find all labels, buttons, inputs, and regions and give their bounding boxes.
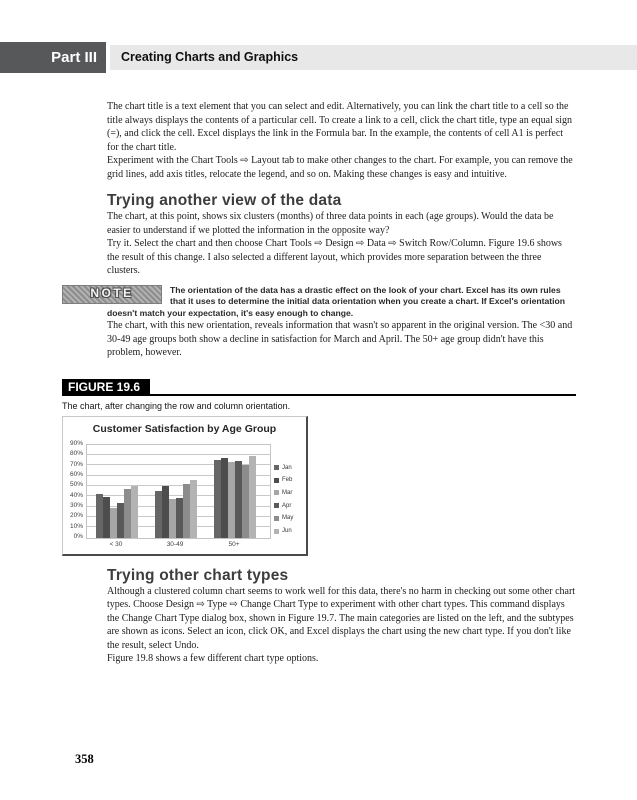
chart-gridline — [87, 453, 270, 455]
note-block: NOTE The orientation of the data has a d… — [62, 284, 576, 320]
legend-item-apr: Apr — [274, 503, 291, 509]
legend-item-jun: Jun — [274, 528, 292, 534]
running-head-bar — [110, 45, 637, 70]
part-label: Part III — [51, 49, 97, 66]
paragraph-change-chart-type: Although a clustered column chart seems … — [107, 585, 576, 651]
bar-jun-1 — [131, 485, 138, 538]
bar-may-1 — [124, 488, 131, 538]
y-tick-label: 10% — [69, 522, 83, 530]
bar-may-2 — [183, 483, 190, 538]
legend-item-mar: Mar — [274, 490, 292, 496]
x-category-label: 50+ — [228, 540, 240, 548]
figure-chart: Customer Satisfaction by Age Group 90% 80… — [62, 415, 308, 556]
legend-label-mar: Mar — [282, 489, 293, 496]
x-category-label: 30-49 — [166, 540, 184, 548]
paragraph-six-clusters: The chart, at this point, shows six clus… — [107, 211, 554, 236]
figure-label: FIGURE 19.6 — [62, 378, 151, 395]
legend-label-jun: Jun — [282, 528, 292, 534]
bar-jun-2 — [190, 479, 197, 538]
legend-item-may: May — [274, 515, 293, 521]
chart-gridline — [87, 495, 270, 497]
y-tick-label: 0% — [73, 533, 83, 540]
figure-caption: The chart, after changing the row and co… — [62, 400, 291, 411]
y-tick-label: 20% — [69, 512, 83, 520]
y-tick-label: 90% — [69, 440, 83, 447]
paragraph-new-orientation: The chart, with this new orientation, re… — [107, 320, 573, 358]
y-tick-label: 80% — [69, 450, 83, 458]
bar-apr-3 — [235, 461, 242, 538]
note-text: The orientation of the data has a drasti… — [107, 284, 566, 318]
y-tick-label: 60% — [69, 471, 83, 478]
bar-feb-1 — [103, 497, 110, 538]
chart-gridline — [87, 464, 270, 466]
bar-cluster — [96, 445, 138, 538]
chart-gridline — [87, 474, 270, 476]
x-category-label: < 30 — [109, 540, 123, 548]
chart-title: Customer Satisfaction by Age Group — [92, 422, 277, 435]
note-icon: NOTE — [62, 284, 162, 304]
legend-swatch-jun — [274, 528, 279, 534]
bar-jan-3 — [214, 460, 221, 538]
bar-feb-3 — [221, 457, 228, 538]
bar-feb-2 — [162, 485, 169, 538]
bar-may-3 — [242, 465, 249, 538]
y-tick-label: 30% — [69, 502, 83, 509]
bar-apr-1 — [117, 503, 124, 538]
y-tick-label: 50% — [69, 481, 83, 489]
legend-label-jan: Jan — [282, 464, 292, 471]
bar-cluster — [155, 445, 197, 538]
note-icon-label: NOTE — [90, 286, 134, 301]
part-label-box: Part III — [0, 42, 106, 73]
bar-mar-3 — [228, 462, 235, 538]
bar-apr-2 — [176, 498, 183, 538]
bar-jan-2 — [155, 491, 162, 538]
legend-label-may: May — [282, 515, 294, 522]
legend-item-feb: Feb — [274, 477, 292, 483]
legend-swatch-feb — [274, 477, 279, 483]
figure-label-bar: FIGURE 19.6 — [62, 378, 576, 396]
bar-cluster — [214, 445, 256, 538]
bar-mar-1 — [110, 507, 117, 538]
chart-plot-area — [86, 443, 271, 539]
legend-swatch-mar — [274, 490, 279, 496]
y-tick-label: 40% — [69, 491, 83, 499]
legend-label-feb: Feb — [282, 477, 293, 484]
chart-gridline — [87, 484, 270, 486]
paragraph-figure-198: Figure 19.8 shows a few different chart … — [107, 653, 319, 664]
legend-label-apr: Apr — [282, 502, 292, 509]
paragraph-chart-title-link: The chart title is a text element that y… — [107, 101, 573, 153]
paragraph-experiment-layout: Experiment with the Chart Tools ⇨ Layout… — [107, 155, 573, 180]
section-heading-another-view: Trying another view of the data — [107, 192, 342, 209]
bar-jan-1 — [96, 494, 103, 538]
legend-swatch-jan — [274, 465, 279, 470]
bar-mar-2 — [169, 499, 176, 538]
legend-swatch-apr — [274, 503, 279, 509]
chapter-title: Creating Charts and Graphics — [121, 50, 299, 64]
bar-jun-3 — [249, 455, 256, 538]
y-tick-label: 70% — [69, 460, 83, 468]
page-content: The chart title is a text element that y… — [62, 100, 576, 666]
section-heading-other-chart-types: Trying other chart types — [107, 566, 289, 584]
legend-swatch-may — [274, 515, 279, 521]
paragraph-switch-row-column: Try it. Select the chart and then choose… — [107, 238, 562, 276]
page-number: 358 — [75, 752, 94, 766]
legend-item-jan: Jan — [274, 465, 292, 471]
